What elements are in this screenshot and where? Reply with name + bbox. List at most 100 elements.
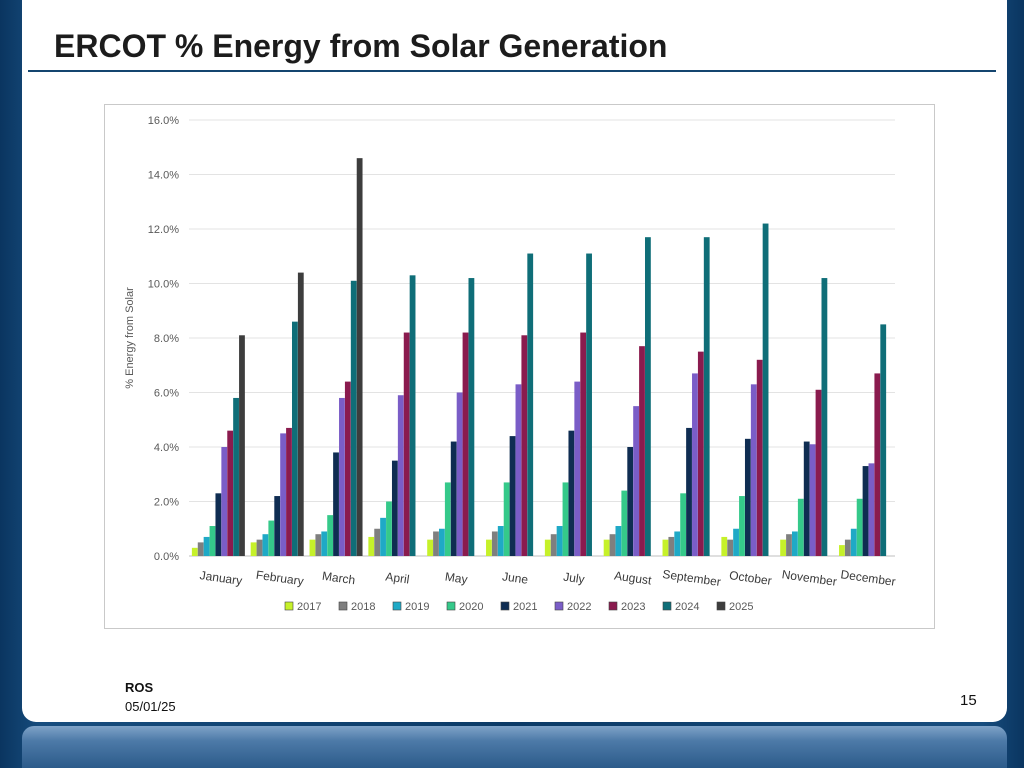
bar-2022-november [809,444,816,556]
bar-2021-july [568,430,575,556]
legend-swatch-2021 [500,601,510,611]
footer-date: 05/01/25 [125,699,176,714]
bar-2018-july [550,534,557,556]
bar-2020-march [327,515,334,557]
bar-2023-april [403,332,410,556]
y-tick-label: 6.0% [154,388,179,400]
bar-2021-november [803,441,810,556]
x-tick-label: June [501,569,529,587]
bar-2022-october [750,384,757,556]
bar-2021-september [686,427,692,556]
bar-chart: 0.0% 2.0% 4.0% 6.0% 8.0% 10.0% 12.0% 14.0% 16.0%… [124,115,897,613]
bar-2023-august [639,346,645,556]
legend-swatch-2019 [392,601,402,611]
x-tick-label: March [321,569,356,588]
bar-2023-december [874,373,881,556]
bar-2023-july [580,332,587,556]
bar-2023-september [697,351,704,557]
bar-2017-september [662,539,669,556]
bar-2023-october [756,359,763,556]
y-tick-label: 0.0% [154,551,179,563]
bar-2024-december [880,324,887,557]
bar-2017-may [427,539,433,556]
bar-2022-july [574,381,581,556]
legend-label-2022: 2022 [567,601,591,613]
bar-2017-june [486,539,492,556]
bar-2017-october [721,536,728,556]
bar-2023-june [521,335,528,556]
bar-2021-october [744,438,751,556]
bar-2022-august [633,406,639,557]
x-tick-label: November [781,567,838,589]
bar-2020-june [503,482,510,556]
title-divider [28,70,996,72]
bar-2023-february [286,427,292,556]
bar-2024-september [703,237,710,556]
bar-2022-february [280,433,286,557]
bar-2021-february [274,496,281,556]
bar-2019-july [556,526,563,556]
bar-2021-june [509,436,516,556]
bar-2022-march [339,397,345,556]
bar-2025-january [239,335,245,556]
legend-label-2020: 2020 [459,601,483,613]
bar-2025-february [297,272,304,556]
bar-2020-february [268,520,275,556]
bar-2021-august [627,447,634,556]
bar-2018-february [256,539,263,556]
y-tick-label: 4.0% [154,442,179,454]
legend-label-2021: 2021 [513,601,537,613]
slide-title: ERCOT % Energy from Solar Generation [54,28,668,64]
x-tick-label: October [728,568,772,588]
bar-2018-june [491,531,498,556]
bar-2018-april [374,528,381,556]
bar-2020-november [797,498,804,556]
y-tick-label: 14.0% [148,170,179,182]
bar-2024-november [821,278,828,556]
bar-2024-august [645,237,651,556]
bar-2019-april [380,517,386,556]
bar-2024-january [233,397,239,556]
footer-organization: ROS [125,680,154,695]
bar-2024-october [762,223,769,557]
bar-2024-april [409,275,416,556]
y-tick-label: 16.0% [148,115,179,127]
bar-2019-march [321,531,328,556]
bottom-decorative-bar [22,726,1007,768]
bar-2017-december [839,545,845,556]
bar-2017-april [368,536,375,556]
bar-2023-november [815,389,822,556]
bar-2018-september [668,536,675,556]
bar-2018-october [727,539,734,556]
legend-swatch-2017 [284,601,294,611]
bar-2020-july [562,482,569,556]
y-axis-title: % Energy from Solar [124,287,136,389]
legend-label-2024: 2024 [675,601,699,613]
bar-2018-november [786,534,792,556]
x-tick-label: December [840,567,897,589]
chart-container: 0.0% 2.0% 4.0% 6.0% 8.0% 10.0% 12.0% 14.0% 16.0%… [104,104,935,629]
bar-2019-january [203,536,210,556]
y-tick-label: 12.0% [148,224,179,236]
bar-2023-may [462,332,469,556]
bar-2019-september [674,531,681,556]
x-tick-label: September [662,567,722,589]
bar-2019-may [439,528,445,556]
bar-2024-march [350,280,357,556]
bar-2022-may [456,392,463,556]
x-tick-label: January [199,568,243,588]
legend-label-2018: 2018 [351,601,375,613]
y-tick-label: 2.0% [154,497,179,509]
bar-2021-may [450,441,457,556]
legend-swatch-2023 [608,601,618,611]
bar-2017-january [191,547,198,556]
bar-2019-november [792,531,798,556]
bar-2017-february [250,542,257,557]
x-tick-label: August [613,569,653,588]
legend-swatch-2018 [338,601,348,611]
bar-2019-december [850,528,857,556]
bar-2022-september [692,373,698,556]
bar-2022-december [868,463,875,556]
legend-swatch-2024 [662,601,672,611]
bar-2021-march [333,452,339,556]
